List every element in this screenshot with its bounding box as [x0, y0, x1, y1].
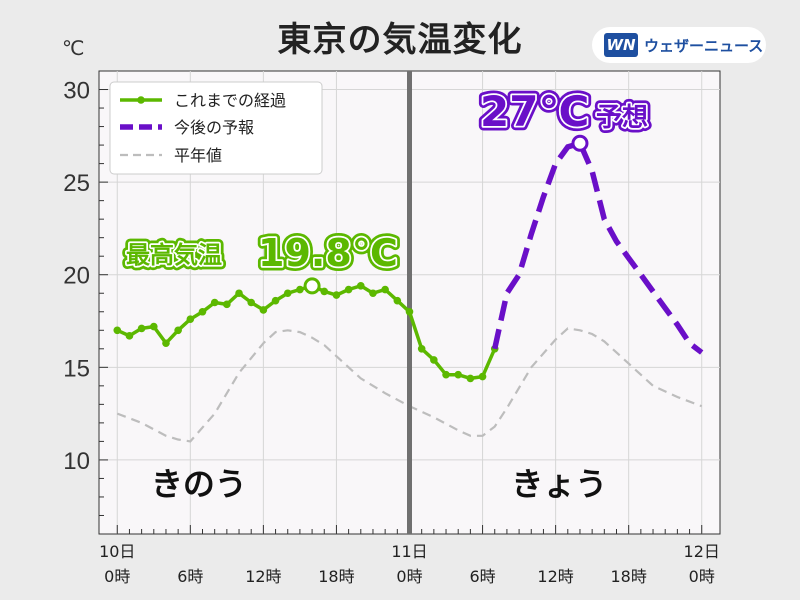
observed-point: [442, 370, 450, 379]
y-tick-label: 30: [63, 78, 90, 105]
x-tick-date-label: 11日: [391, 542, 427, 561]
observed-point: [466, 374, 475, 383]
observed-point: [235, 289, 243, 298]
legend-label: 平年値: [174, 146, 222, 165]
x-tick-hour-label: 6時: [177, 567, 203, 586]
observed-point: [210, 298, 219, 307]
observed-point: [259, 306, 268, 314]
observed-point: [186, 315, 195, 323]
forecast-temp-value-outline: 27℃: [480, 87, 589, 136]
legend-label: 今後の予報: [174, 118, 254, 137]
x-tick-hour-label: 0時: [396, 567, 422, 586]
legend-label: これまでの経過: [174, 91, 286, 110]
observed-point: [332, 291, 341, 299]
forecast-temp-value-text: 27℃: [480, 87, 589, 136]
max-temp-label-outline: 最高気温: [126, 241, 222, 269]
x-tick-hour-label: 12時: [537, 567, 573, 586]
observed-point: [198, 307, 207, 316]
observed-point: [417, 345, 426, 353]
logo-mark: WN: [604, 33, 638, 57]
forecast-max-marker: [571, 134, 589, 152]
observed-point: [356, 282, 365, 290]
observed-point: [478, 372, 487, 381]
forecast-label-outline: 予想: [596, 103, 648, 133]
chart-title: 東京の気温変化: [277, 20, 523, 60]
y-tick-label: 15: [63, 355, 90, 382]
x-tick-hour-label: 0時: [104, 567, 130, 586]
forecast-label-halo: 予想: [596, 103, 648, 133]
x-tick-date-label: 10日: [99, 542, 135, 561]
observed-point: [125, 332, 134, 340]
max-temp-value-text: 19.8℃: [258, 231, 398, 275]
observed-point: [296, 285, 304, 294]
x-tick-date-label: 12日: [684, 542, 720, 561]
observed-point: [393, 296, 402, 305]
y-tick-label: 10: [63, 448, 90, 475]
x-tick-hour-label: 12時: [245, 567, 281, 586]
series-forecast-line: [492, 139, 704, 355]
observed-point: [271, 296, 280, 305]
max-temp-label-text: 最高気温: [126, 241, 222, 269]
observed-point: [454, 370, 463, 379]
observed-point: [137, 324, 146, 333]
day-label-today: きょう: [511, 465, 607, 503]
x-tick-hour-label: 0時: [689, 567, 715, 586]
max-temp-value: 19.8℃19.8℃19.8℃: [254, 227, 403, 280]
observed-point: [113, 326, 122, 335]
max-temp-value-outline: 19.8℃: [258, 231, 398, 275]
weathernews-logo: WN ウェザーニュース: [592, 27, 766, 63]
observed-point: [283, 289, 292, 298]
observed-point: [344, 285, 353, 294]
max-temp-value-halo: 19.8℃: [258, 231, 398, 275]
x-tick-hour-label: 18時: [318, 567, 354, 586]
y-axis-unit: ℃: [62, 36, 85, 60]
legend-swatch-observed-point: [137, 96, 145, 104]
legend-box: [109, 81, 323, 175]
observed-point: [405, 307, 414, 316]
observed-point: [381, 285, 389, 294]
observed-point: [223, 300, 231, 309]
x-tick-hour-label: 6時: [469, 567, 495, 586]
y-tick-label: 20: [63, 263, 90, 290]
y-tick-label: 25: [63, 170, 90, 197]
observed-point: [174, 326, 182, 335]
day-label-yesterday: きのう: [151, 465, 247, 503]
logo-text: ウェザーニュース: [644, 36, 764, 55]
forecast-temp-value-halo: 27℃: [480, 87, 589, 136]
observed-point: [162, 339, 170, 348]
max-temp-label-halo: 最高気温: [126, 241, 222, 269]
x-tick-hour-label: 18時: [610, 567, 646, 586]
observed-point: [430, 356, 438, 364]
observed-point: [320, 287, 329, 296]
observed-max-marker: [303, 277, 321, 295]
observed-point: [369, 289, 377, 298]
observed-point: [149, 322, 158, 331]
observed-point: [247, 298, 256, 307]
forecast-temp-value: 27℃27℃27℃: [476, 83, 594, 141]
forecast-label-text: 予想: [596, 103, 648, 133]
